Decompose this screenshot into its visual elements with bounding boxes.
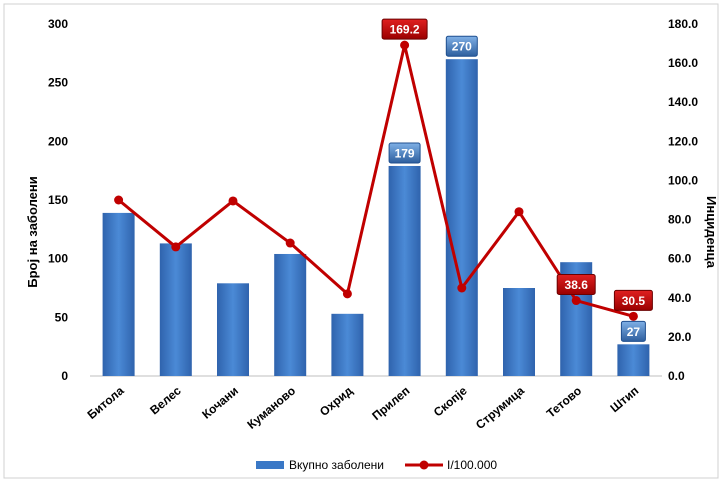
x-tick-label: Кочани [199, 384, 241, 422]
line-point [114, 195, 124, 205]
bar [445, 59, 478, 376]
chart-border [3, 3, 719, 479]
bar [331, 313, 364, 376]
y2-axis-title: Инциденца [704, 196, 719, 269]
y-axis-title: Број на заболени [25, 176, 40, 287]
legend-line-label: I/100.000 [447, 458, 497, 472]
line-point [171, 242, 181, 252]
y2-tick-label: 20.0 [668, 330, 692, 344]
bar [617, 344, 650, 376]
x-tick-label: Куманово [244, 384, 298, 432]
bar [388, 165, 421, 376]
x-tick-label: Штип [607, 384, 641, 416]
line-point [571, 296, 581, 306]
legend-bar-label: Вкупно заболени [289, 458, 384, 472]
data-label-box [613, 289, 653, 311]
y-tick-label: 0 [61, 369, 68, 383]
data-label-box [388, 142, 421, 164]
y2-tick-label: 40.0 [668, 291, 692, 305]
line-point [342, 289, 352, 299]
x-tick-label: Тетово [544, 384, 584, 421]
y-tick-label: 250 [48, 76, 68, 90]
y2-tick-label: 120.0 [668, 134, 698, 148]
y2-tick-label: 100.0 [668, 173, 698, 187]
bar [102, 212, 135, 376]
line-point [514, 207, 524, 217]
line-point [285, 238, 295, 248]
data-label-box [381, 18, 428, 40]
incidence-line [117, 43, 634, 318]
data-label: 38.6 [565, 278, 589, 292]
legend-line-marker [419, 460, 429, 470]
data-label: 270 [452, 40, 472, 54]
line-point [457, 283, 467, 293]
data-label-box [445, 35, 478, 57]
bar [159, 243, 192, 376]
data-label-box [620, 320, 646, 342]
bar [274, 253, 307, 376]
y2-tick-label: 80.0 [668, 213, 692, 227]
data-label: 169.2 [390, 23, 420, 37]
y2-tick-label: 140.0 [668, 95, 698, 109]
line-point [228, 196, 238, 206]
legend-bar-swatch [256, 461, 284, 469]
legend: Вкупно заболени I/100.000 [256, 458, 497, 472]
data-label: 30.5 [622, 294, 646, 308]
bar [217, 283, 249, 376]
line-point [628, 311, 638, 321]
y-tick-label: 50 [55, 310, 69, 324]
data-label: 27 [627, 325, 641, 339]
data-label: 179 [395, 146, 415, 160]
x-tick-label: Скопје [431, 383, 470, 419]
x-tick-label: Охрид [317, 383, 356, 419]
y2-tick-label: 180.0 [668, 17, 698, 31]
data-label-box [556, 274, 596, 296]
y-tick-label: 200 [48, 134, 68, 148]
y-tick-label: 150 [48, 193, 68, 207]
y2-tick-label: 160.0 [668, 56, 698, 70]
y-tick-label: 100 [48, 252, 68, 266]
bar [503, 288, 535, 376]
y-tick-label: 300 [48, 17, 68, 31]
x-tick-label: Прилеп [369, 384, 412, 423]
x-tick-label: Струмица [473, 383, 527, 432]
x-tick-label: Битола [85, 383, 127, 422]
line-point [400, 40, 410, 50]
x-tick-label: Велес [147, 383, 184, 417]
y2-tick-label: 0.0 [668, 369, 685, 383]
y2-tick-label: 60.0 [668, 252, 692, 266]
